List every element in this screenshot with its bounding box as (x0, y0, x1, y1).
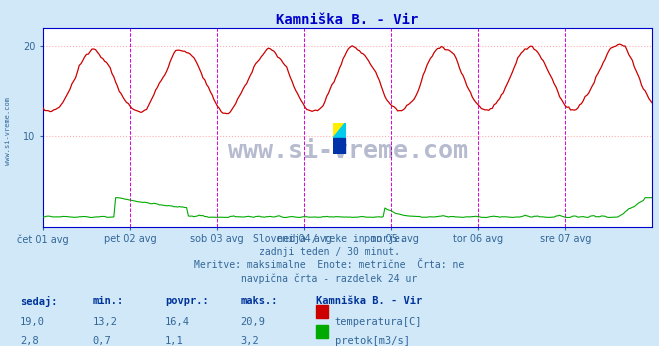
Text: 19,0: 19,0 (20, 317, 45, 327)
Text: Slovenija / reke in morje.
zadnji teden / 30 minut.
Meritve: maksimalne  Enote: : Slovenija / reke in morje. zadnji teden … (194, 234, 465, 284)
Text: temperatura[C]: temperatura[C] (335, 317, 422, 327)
Text: min.:: min.: (92, 296, 123, 306)
Text: pretok[m3/s]: pretok[m3/s] (335, 336, 410, 346)
Text: sedaj:: sedaj: (20, 296, 57, 307)
Text: 13,2: 13,2 (92, 317, 117, 327)
Text: 2,8: 2,8 (20, 336, 38, 346)
Polygon shape (333, 123, 345, 138)
Text: www.si-vreme.com: www.si-vreme.com (5, 98, 11, 165)
Text: 16,4: 16,4 (165, 317, 190, 327)
Text: maks.:: maks.: (241, 296, 278, 306)
Text: 20,9: 20,9 (241, 317, 266, 327)
Text: www.si-vreme.com: www.si-vreme.com (227, 139, 468, 163)
Text: povpr.:: povpr.: (165, 296, 208, 306)
Text: Kamniška B. - Vir: Kamniška B. - Vir (316, 296, 422, 306)
Polygon shape (333, 138, 345, 154)
Text: 1,1: 1,1 (165, 336, 183, 346)
Title: Kamniška B. - Vir: Kamniška B. - Vir (276, 12, 419, 27)
Text: 0,7: 0,7 (92, 336, 111, 346)
Polygon shape (333, 123, 345, 138)
Text: 3,2: 3,2 (241, 336, 259, 346)
